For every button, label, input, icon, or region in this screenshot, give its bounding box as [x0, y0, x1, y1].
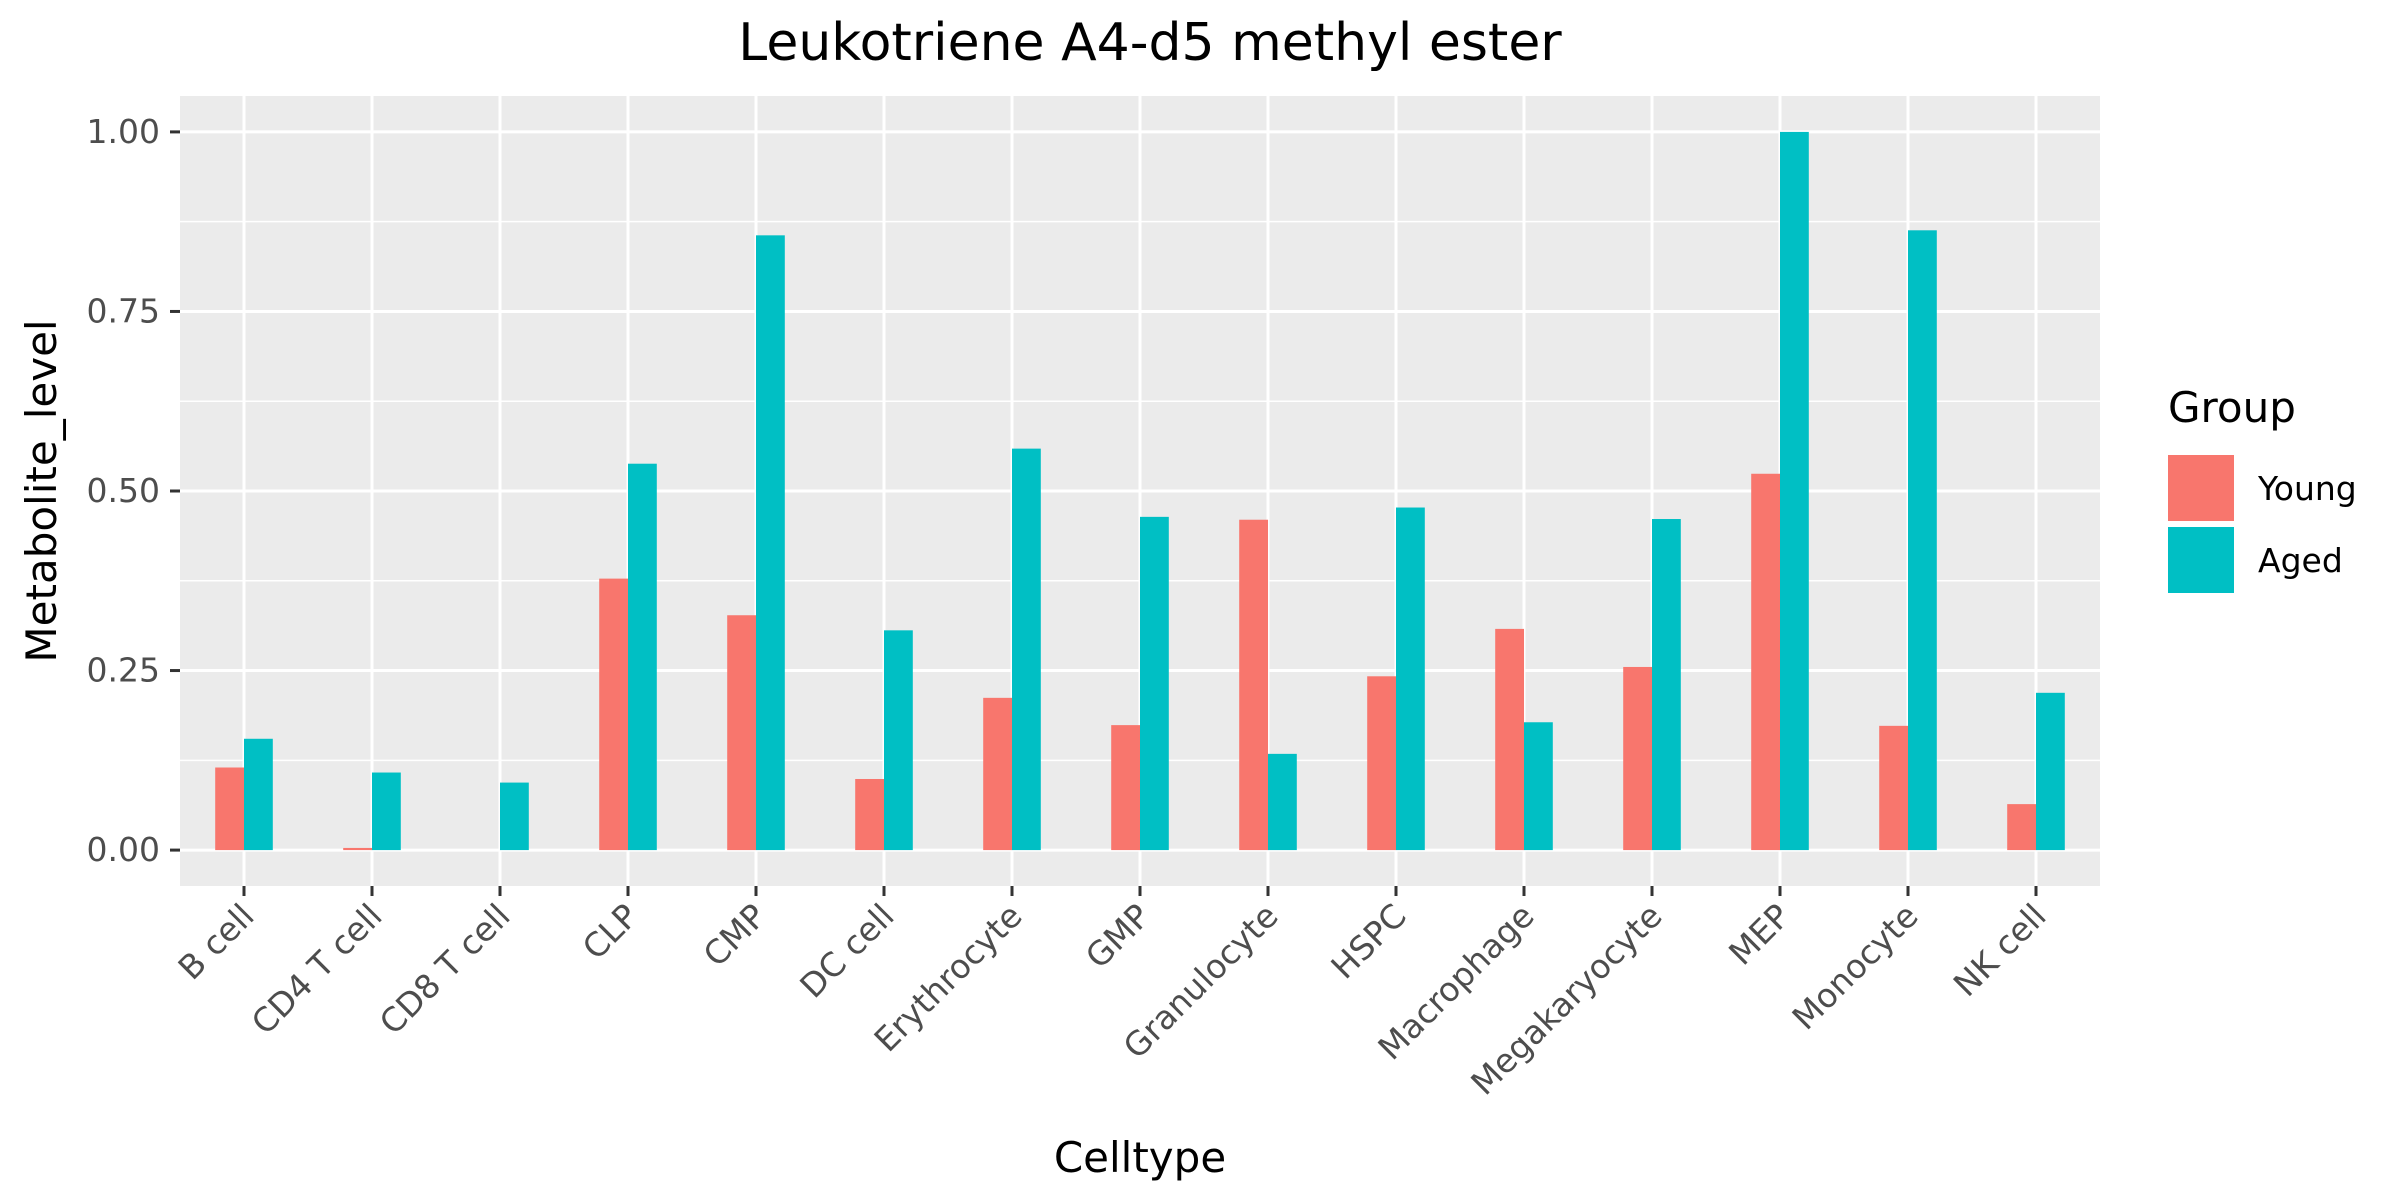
x-tick-label: CLP: [575, 896, 646, 967]
x-tick-label: NK cell: [1946, 896, 2054, 1004]
bar-aged: [628, 463, 657, 851]
bar-young: [1751, 473, 1780, 851]
bar-aged: [1396, 507, 1425, 851]
bar-aged: [756, 235, 785, 851]
bar-aged: [1140, 516, 1169, 851]
x-tick-label: CD8 T cell: [372, 896, 518, 1042]
bar-aged: [500, 782, 529, 851]
x-tick-label: MEP: [1721, 896, 1798, 973]
bar-young: [2007, 804, 2036, 851]
bar-young: [1879, 725, 1908, 851]
bar-aged: [1908, 230, 1937, 851]
legend-swatch-aged: [2168, 527, 2234, 593]
legend-label-aged: Aged: [2258, 541, 2343, 580]
y-tick-label: 0.50: [87, 471, 160, 510]
bar-aged: [1652, 519, 1681, 851]
x-tick-label: CD4 T cell: [244, 896, 390, 1042]
x-tick-label: HSPC: [1323, 896, 1413, 986]
legend-label-young: Young: [2257, 469, 2357, 508]
bar-young: [599, 578, 628, 851]
bar-aged: [244, 738, 273, 851]
bar-aged: [1012, 448, 1041, 851]
x-tick-label: GMP: [1078, 896, 1158, 976]
y-tick-label: 1.00: [87, 112, 160, 151]
y-tick-label: 0.75: [87, 291, 160, 330]
bar-young: [1367, 676, 1396, 851]
bar-aged: [1524, 722, 1553, 851]
bar-aged: [2036, 692, 2065, 851]
y-tick-label: 0.25: [87, 651, 160, 690]
bar-young: [1623, 666, 1652, 851]
y-axis: 0.00 0.25 0.50 0.75 1.00: [87, 112, 180, 869]
y-tick-label: 0.00: [87, 830, 160, 869]
legend-items: Young Aged: [2168, 455, 2357, 593]
bar-young: [1111, 725, 1140, 851]
x-tick-label: B cell: [170, 896, 261, 987]
x-tick-label: Monocyte: [1784, 896, 1925, 1037]
bar-young: [343, 847, 372, 851]
x-tick-label: DC cell: [792, 896, 901, 1005]
legend: Group Young Aged: [2168, 383, 2357, 593]
bar-young: [727, 615, 756, 851]
bar-aged: [1780, 131, 1809, 851]
bar-young: [1239, 519, 1268, 851]
legend-title: Group: [2168, 383, 2296, 432]
chart-title: Leukotriene A4-d5 methyl ester: [738, 13, 1562, 73]
x-tick-label: CMP: [696, 896, 774, 974]
bar-aged: [1268, 753, 1297, 851]
bar-aged: [884, 630, 913, 851]
legend-swatch-young: [2168, 455, 2234, 521]
bar-aged: [372, 772, 401, 851]
bar-young: [855, 778, 884, 851]
bar-young: [215, 767, 244, 851]
y-axis-title: Metabolite_level: [17, 319, 66, 662]
x-axis-title: Celltype: [1054, 1133, 1226, 1182]
bars: [215, 131, 2065, 851]
bar-young: [1495, 628, 1524, 851]
bar-young: [983, 697, 1012, 851]
